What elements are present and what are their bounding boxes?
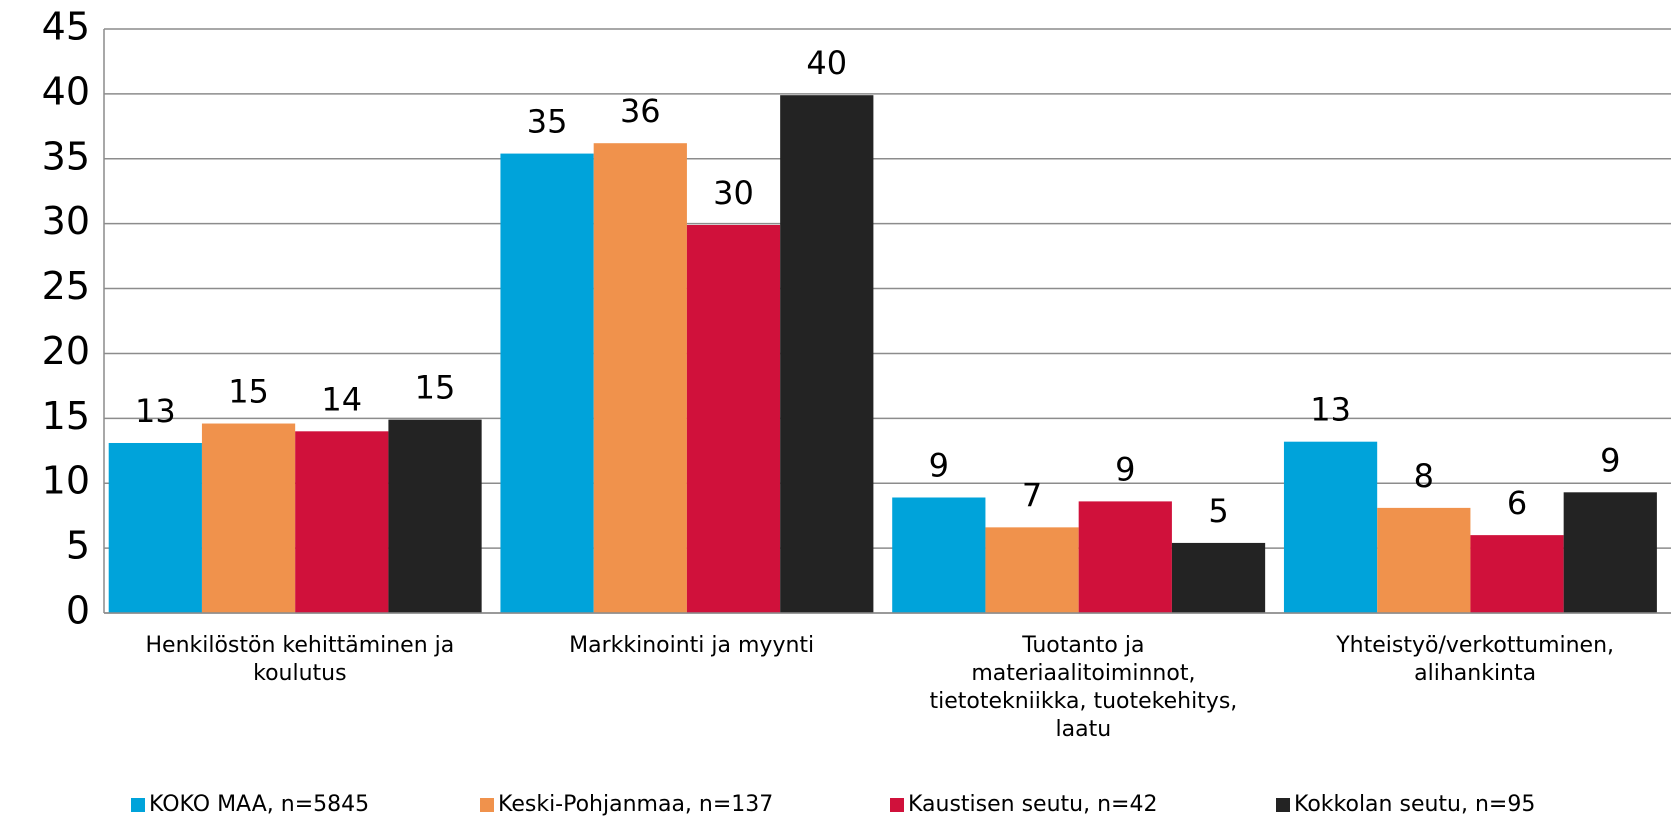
- bar: [500, 153, 594, 613]
- data-label: 30: [713, 174, 754, 212]
- y-tick-label: 30: [42, 199, 90, 243]
- y-tick-label: 35: [42, 134, 90, 178]
- x-tick-label: Markkinointi ja myynti: [569, 633, 815, 658]
- data-label: 7: [1022, 476, 1042, 514]
- y-tick-label: 20: [42, 329, 90, 373]
- legend-label: Keski-Pohjanmaa, n=137: [498, 792, 774, 817]
- bar: [1078, 501, 1172, 613]
- data-label: 9: [1600, 441, 1620, 479]
- y-tick-label: 10: [42, 459, 90, 503]
- data-label: 14: [321, 380, 362, 418]
- bar: [1377, 507, 1471, 613]
- bar: [593, 143, 687, 613]
- y-tick-label: 0: [66, 589, 90, 633]
- data-label: 6: [1507, 484, 1527, 522]
- data-label: 40: [806, 44, 847, 82]
- bar: [1171, 542, 1266, 613]
- y-tick-label: 15: [42, 394, 90, 438]
- y-tick-label: 25: [42, 264, 90, 308]
- bar: [686, 224, 781, 613]
- bar: [1283, 441, 1378, 613]
- bar: [1563, 492, 1657, 613]
- x-tick-label: Tuotanto ja materiaalitoiminnot, tietote…: [929, 633, 1238, 742]
- data-label: 9: [1115, 450, 1135, 488]
- legend-label: Kaustisen seutu, n=42: [908, 792, 1158, 817]
- data-label: 15: [228, 373, 269, 411]
- data-label: 13: [135, 392, 176, 430]
- legend-swatch: [890, 797, 904, 812]
- x-tick-label: Yhteistyö/verkottuminen, alihankinta: [1336, 633, 1615, 686]
- bar: [201, 423, 296, 613]
- legend-label: Kokkolan seutu, n=95: [1294, 792, 1536, 817]
- bar: [985, 527, 1079, 613]
- legend-swatch: [131, 797, 145, 812]
- bar: [295, 431, 389, 613]
- y-tick-label: 45: [42, 5, 90, 49]
- data-label: 15: [415, 369, 456, 407]
- legend-item: KOKO MAA, n=5845: [131, 792, 369, 817]
- data-label: 5: [1208, 492, 1228, 530]
- legend-item: Kaustisen seutu, n=42: [890, 792, 1157, 817]
- bar: [1470, 535, 1564, 613]
- y-tick-label: 5: [66, 524, 90, 568]
- bar: [892, 497, 986, 613]
- data-label: 8: [1414, 457, 1434, 495]
- bar: [388, 419, 482, 613]
- data-label: 9: [929, 446, 949, 484]
- legend-swatch: [1276, 797, 1290, 812]
- legend-swatch: [480, 797, 494, 812]
- bar: [780, 95, 874, 614]
- y-tick-label: 40: [42, 69, 90, 113]
- legend-item: Kokkolan seutu, n=95: [1276, 792, 1535, 817]
- legend-label: KOKO MAA, n=5845: [149, 792, 370, 817]
- x-tick-label: Henkilöstön kehittäminen ja koulutus: [145, 633, 455, 686]
- data-label: 35: [527, 103, 568, 141]
- data-label: 13: [1310, 391, 1351, 429]
- data-label: 36: [620, 92, 661, 130]
- bar: [108, 442, 202, 613]
- legend-item: Keski-Pohjanmaa, n=137: [480, 792, 773, 817]
